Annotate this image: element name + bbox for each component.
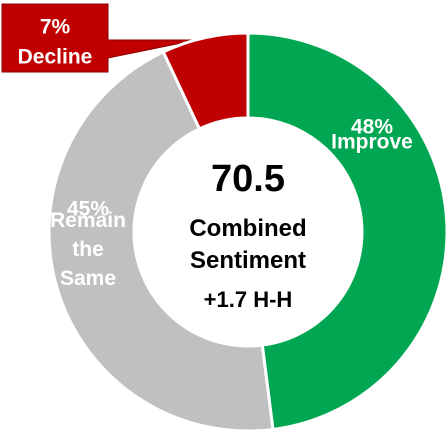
slice [246, 31, 446, 432]
donut [47, 31, 446, 433]
slice [161, 31, 250, 131]
decline-callout [1, 3, 197, 73]
center-change: +1.7 H-H [204, 287, 293, 312]
slice [47, 49, 275, 433]
category-label: Decline [18, 46, 93, 69]
category-label: Improve [331, 131, 413, 154]
category-label: Remain the Same [50, 209, 126, 290]
value-label: 48% [351, 116, 393, 139]
value-label: 45% [67, 198, 109, 221]
center-value: 70.5 [211, 158, 285, 200]
value-label: 7% [40, 16, 71, 39]
center-label: Combined Sentiment [189, 215, 306, 274]
